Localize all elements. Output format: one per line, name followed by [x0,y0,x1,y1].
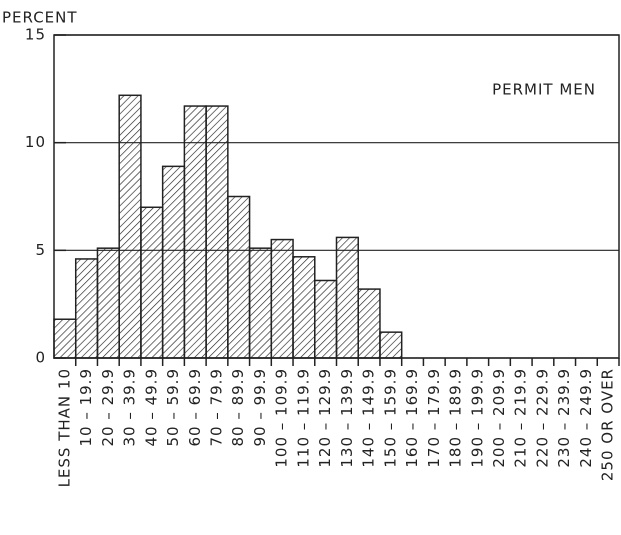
y-tick-label: 10 [25,133,46,151]
x-tick-label: 140 – 149.9 [360,368,378,468]
y-axis-label: PERCENT [2,9,78,27]
bar [335,236,359,359]
x-tick-label: 100 – 109.9 [273,368,291,468]
x-tick-label: 80 – 89.9 [229,368,247,447]
y-tick-label: 0 [35,349,46,367]
x-tick-label: 50 – 59.9 [164,368,182,447]
x-tick-label: 180 – 189.9 [447,368,465,468]
x-tick-label: 250 OR OVER [599,368,617,481]
x-tick-label: 40 – 49.9 [142,368,160,447]
bar [96,247,120,359]
bar [292,256,316,359]
bar [140,206,164,359]
x-tick-label: 90 – 99.9 [251,368,269,447]
bar [183,105,207,359]
bar [379,331,403,359]
x-tick-label: 160 – 169.9 [403,368,421,468]
x-tick-label: 130 – 139.9 [338,368,356,468]
x-tick-label: 170 – 179.9 [425,368,443,468]
x-tick-label: 220 – 229.9 [533,368,551,468]
x-tick-label: 30 – 39.9 [121,368,139,447]
y-tick-label: 15 [25,26,46,44]
bar [314,279,338,359]
bar [118,94,142,359]
x-tick-label: LESS THAN 10 [55,368,73,487]
bar [53,318,77,359]
x-tick-label: 230 – 239.9 [555,368,573,468]
bar [270,238,294,359]
x-tick-label: 190 – 199.9 [468,368,486,468]
bar [74,258,99,359]
bar [357,288,381,359]
bar [205,105,229,359]
x-tick-label: 60 – 69.9 [186,368,204,447]
x-tick-label: 240 – 249.9 [577,368,595,468]
x-tick-label: 210 – 219.9 [512,368,530,468]
bar [161,165,186,359]
x-tick-label: 120 – 129.9 [316,368,334,468]
annotation: PERMIT MEN [492,81,596,99]
x-tick-label: 10 – 19.9 [77,368,95,447]
bar [248,247,273,359]
bar [227,195,251,359]
x-tick-label: 200 – 209.9 [490,368,508,468]
x-tick-label: 20 – 29.9 [99,368,117,447]
x-tick-label: 110 – 119.9 [294,368,312,468]
x-tick-label: 70 – 79.9 [207,368,225,447]
y-tick-label: 5 [35,241,46,259]
x-tick-label: 150 – 159.9 [381,368,399,468]
